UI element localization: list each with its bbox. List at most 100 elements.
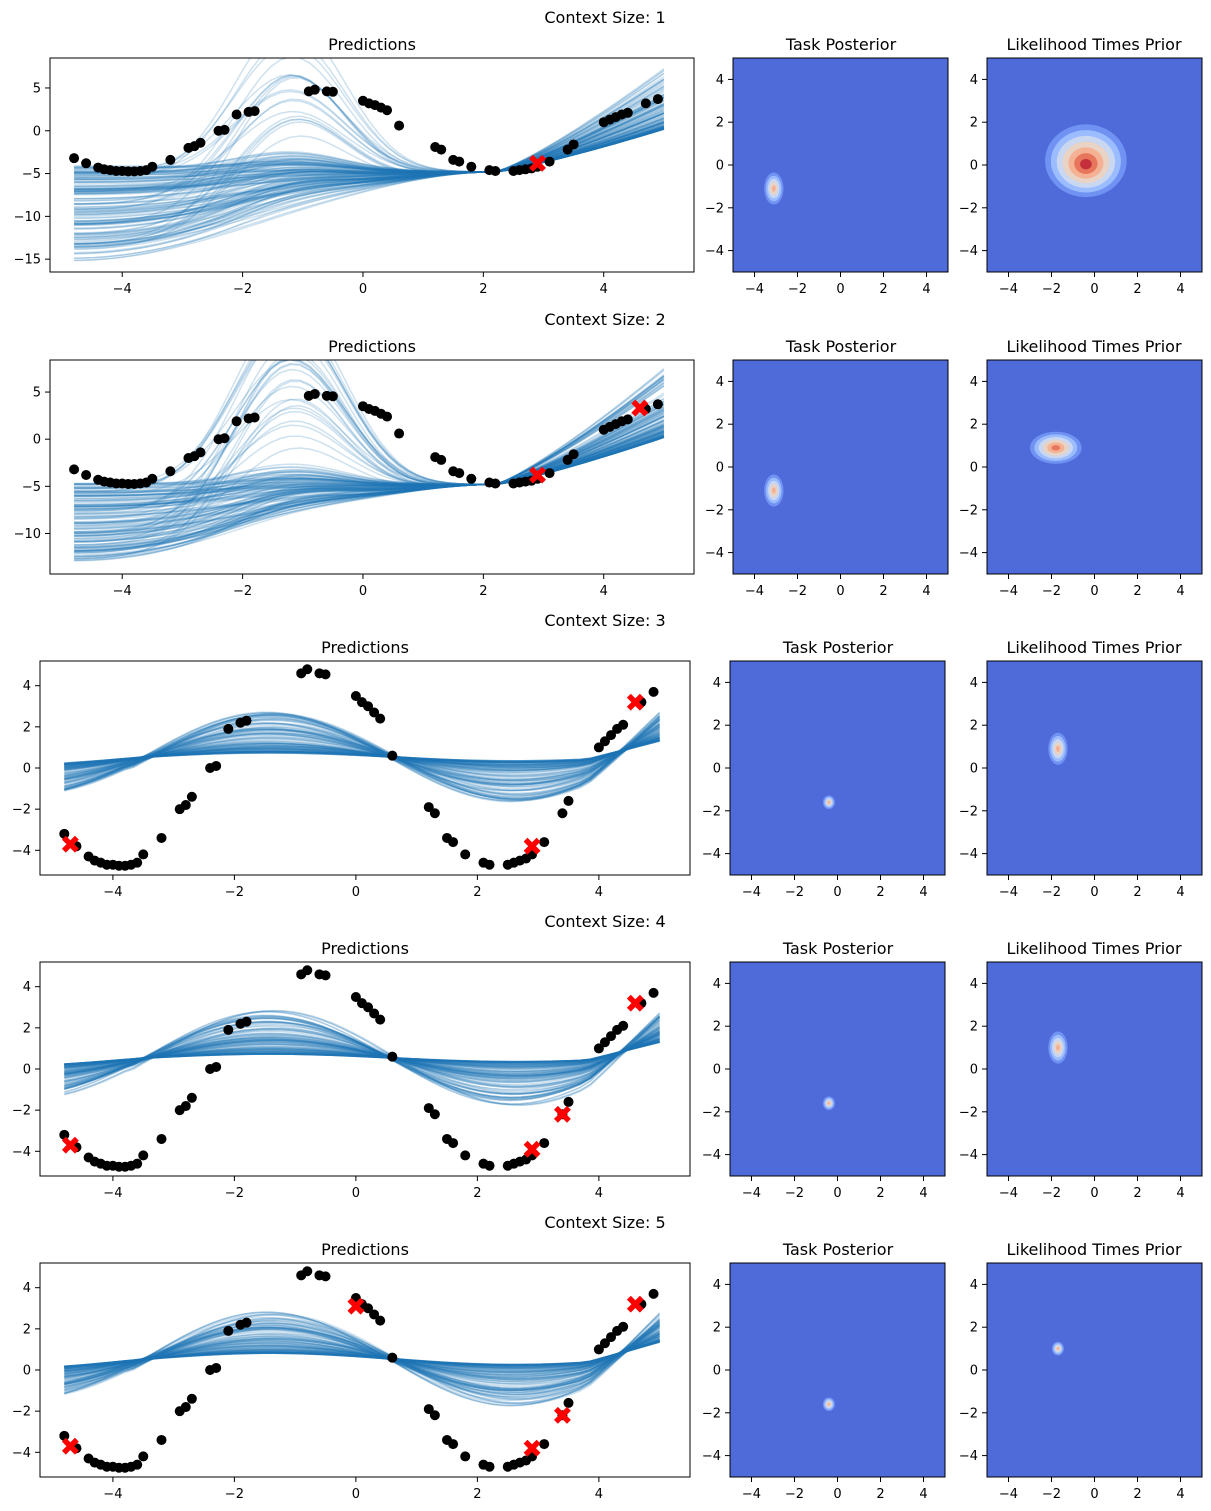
ground-truth-point — [309, 388, 320, 399]
prediction-samples — [64, 711, 661, 803]
prediction-line — [74, 93, 665, 190]
prediction-line — [64, 1041, 660, 1065]
prediction-line — [74, 78, 665, 255]
prediction-line — [74, 127, 665, 259]
prediction-line — [74, 127, 665, 174]
contour-level — [771, 487, 776, 494]
prediction-line — [74, 392, 665, 527]
prediction-line — [64, 1032, 660, 1077]
r4-likelihood-title: Likelihood Times Prior — [1006, 939, 1182, 958]
prediction-line — [64, 726, 661, 786]
prediction-line — [64, 1022, 661, 1093]
prediction-line — [64, 740, 660, 765]
prediction-line — [74, 378, 665, 486]
prediction-line — [74, 375, 665, 508]
pred-4-xtick-label: 0 — [352, 1186, 360, 1201]
likelihood-3-xtick-label: 0 — [1090, 885, 1098, 900]
prediction-line — [64, 1335, 660, 1374]
ground-truth-point — [320, 1271, 331, 1282]
prediction-line — [64, 1340, 660, 1368]
likelihood-5-ytick-label: 4 — [970, 1278, 978, 1293]
ground-truth-point — [622, 107, 633, 118]
prediction-line — [64, 714, 661, 800]
prediction-line — [74, 127, 665, 235]
prediction-line — [64, 731, 660, 778]
prediction-line — [64, 1032, 660, 1075]
prediction-line — [74, 360, 665, 546]
prediction-line — [64, 1030, 660, 1080]
likelihood-panel-2: −4 −2 0 2 4 −4 −2 0 2 4 — [959, 359, 1203, 599]
posterior-3-xtick-label: 4 — [919, 885, 927, 900]
prediction-line — [64, 1033, 660, 1077]
posterior-4-ytick-label: −2 — [702, 1105, 721, 1120]
prediction-line — [64, 1027, 661, 1087]
posterior-3-ytick-label: 0 — [713, 762, 721, 777]
posterior-4-ytick-label: 0 — [713, 1063, 721, 1078]
posterior-4-ytick-label: 4 — [713, 977, 721, 992]
prediction-line — [64, 739, 660, 765]
prediction-line — [64, 734, 660, 771]
prediction-line — [64, 1340, 660, 1368]
likelihood-5-xtick-label: 0 — [1090, 1487, 1098, 1502]
prediction-line — [64, 739, 660, 766]
prediction-line — [64, 1341, 660, 1368]
likelihood-5-xtick-label: 4 — [1176, 1487, 1184, 1502]
prediction-line — [64, 1031, 660, 1080]
prediction-line — [74, 75, 665, 216]
prediction-line — [64, 1318, 661, 1400]
contour-background — [730, 661, 945, 875]
prediction-line — [64, 1040, 660, 1066]
posterior-2-xtick-label: 2 — [879, 584, 887, 599]
prediction-line — [64, 1038, 660, 1068]
ground-truth-point — [568, 449, 579, 460]
prediction-line — [74, 430, 665, 524]
prediction-line — [64, 739, 660, 765]
contour-background — [733, 360, 948, 574]
context-point — [626, 693, 644, 711]
prediction-line — [64, 1333, 660, 1379]
prediction-line — [64, 1333, 660, 1378]
ground-truth-point — [180, 1402, 191, 1413]
prediction-line — [64, 1333, 660, 1380]
prediction-line — [64, 1040, 660, 1066]
prediction-line — [64, 739, 660, 765]
prediction-line — [74, 125, 665, 175]
prediction-line — [64, 1029, 660, 1079]
prediction-line — [64, 715, 661, 799]
prediction-line — [74, 436, 665, 530]
prediction-line — [74, 368, 665, 535]
ground-truth-point — [436, 144, 447, 155]
pred-2-xtick-label: −4 — [113, 584, 132, 599]
prediction-line — [64, 1340, 660, 1368]
likelihood-3-xtick-label: 2 — [1133, 885, 1141, 900]
axes-frame — [49, 359, 695, 575]
contour-background — [730, 1263, 945, 1477]
prediction-line — [74, 127, 665, 173]
prediction-line — [64, 739, 660, 765]
posterior-2-ytick-label: 4 — [716, 375, 724, 390]
pred-2-ytick-label: −5 — [22, 480, 41, 495]
prediction-line — [74, 122, 665, 181]
context-points — [61, 994, 644, 1158]
prediction-line — [64, 737, 660, 768]
prediction-line — [74, 370, 665, 518]
ground-truth-point — [186, 1092, 197, 1103]
prediction-line — [64, 1040, 660, 1067]
prediction-line — [74, 435, 665, 543]
prediction-line — [64, 1330, 661, 1385]
prediction-line — [64, 1041, 660, 1066]
contour-level — [827, 1101, 831, 1105]
prediction-line — [74, 382, 665, 554]
pred-5-ytick-label: 4 — [23, 1281, 31, 1296]
prediction-line — [64, 1339, 660, 1368]
likelihood-1-xtick-label: −2 — [1042, 282, 1061, 297]
ground-truth-point — [223, 1325, 234, 1336]
posterior-5-xtick-label: −2 — [785, 1487, 804, 1502]
prediction-line — [64, 1015, 661, 1101]
prediction-line — [64, 736, 660, 769]
prediction-line — [64, 739, 660, 766]
prediction-line — [64, 1318, 661, 1397]
posterior-2-ytick-label: −2 — [705, 503, 724, 518]
prediction-line — [64, 1016, 661, 1099]
context-point — [626, 994, 644, 1012]
